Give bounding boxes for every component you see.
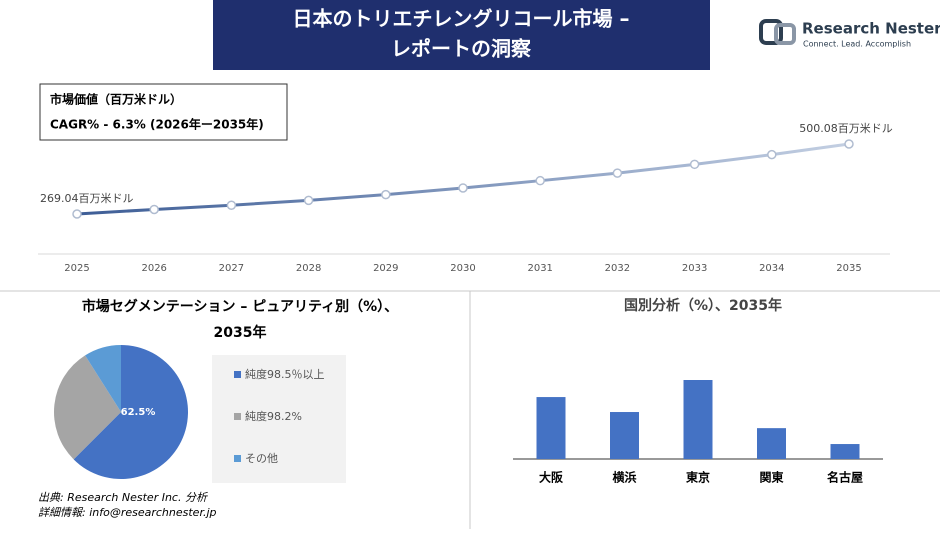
- pie-slice: [53, 355, 122, 460]
- x-tick-label: 2028: [296, 263, 321, 274]
- x-tick-label: 2034: [759, 263, 784, 274]
- point: [767, 149, 777, 160]
- logo: Research Nester Connect. Lead. Accomplis…: [759, 19, 940, 49]
- chart-title: 国別分析（%）、2035年: [624, 297, 782, 314]
- x-tick-label: 名古屋: [827, 470, 863, 485]
- point: [226, 200, 237, 210]
- source: 詳細情報: info@researchnester.jp: [38, 506, 217, 519]
- point: [458, 183, 468, 193]
- point: [303, 195, 314, 206]
- bar: [610, 412, 639, 459]
- x-tick-label: 2033: [682, 263, 707, 274]
- x-tick-label: 横浜: [612, 470, 636, 485]
- point: [535, 175, 545, 186]
- title: レポートの洞察: [391, 37, 532, 61]
- x-tick-label: 2025: [64, 263, 89, 274]
- title-box: [213, 0, 710, 70]
- info-cagr: CAGR% - 6.3% (2026年ー2035年): [50, 117, 264, 132]
- x-tick-label: 2032: [605, 263, 630, 274]
- point: [844, 139, 854, 149]
- legend-label: 純度98.5％以上: [245, 367, 325, 381]
- point: [149, 204, 159, 215]
- chart-title: 2035年: [214, 324, 267, 341]
- data-label: 62.5%: [121, 407, 156, 418]
- data-label: 500.08百万米ドル: [799, 122, 893, 135]
- x-tick-label: 東京: [686, 470, 710, 485]
- x-tick-label: 大阪: [539, 470, 564, 485]
- legend-label: 純度98.2%: [245, 409, 302, 423]
- logo-tagline: Connect. Lead. Accomplish: [803, 40, 911, 49]
- bar: [757, 428, 786, 459]
- bar: [683, 380, 713, 459]
- pie-slice: [85, 345, 121, 412]
- x-tick-label: 2031: [527, 263, 552, 274]
- info-box: [39, 83, 288, 141]
- legend-swatch: [234, 371, 241, 378]
- point: [72, 209, 82, 219]
- point: [381, 189, 391, 200]
- point: [612, 168, 623, 178]
- x-tick-label: 2029: [373, 263, 398, 274]
- line: [76, 142, 850, 216]
- title: 日本のトリエチレングリコール市場 –: [293, 7, 630, 31]
- x-tick-label: 関東: [759, 470, 783, 485]
- pie-slice: [73, 345, 189, 479]
- x-tick-label: 2030: [450, 263, 475, 274]
- x-tick-label: 2035: [836, 263, 861, 274]
- bar: [536, 397, 566, 459]
- logo-name: Research Nester: [802, 20, 940, 38]
- data-label: 269.04百万米ドル: [40, 192, 134, 205]
- source: 出典: Research Nester Inc. 分析: [38, 491, 209, 504]
- x-tick-label: 2027: [219, 263, 244, 274]
- x-tick-label: 2026: [141, 263, 166, 274]
- logo-icon: [774, 23, 796, 45]
- chart-title: 市場セグメンテーション – ピュアリティ別（%）、: [82, 298, 398, 315]
- legend-swatch: [234, 455, 241, 462]
- legend-swatch: [234, 413, 241, 420]
- logo-icon: [759, 19, 783, 45]
- bar: [830, 444, 860, 459]
- point: [689, 159, 700, 170]
- info-unit: 市場価値（百万米ドル）: [50, 92, 182, 107]
- legend-label: その他: [245, 452, 278, 465]
